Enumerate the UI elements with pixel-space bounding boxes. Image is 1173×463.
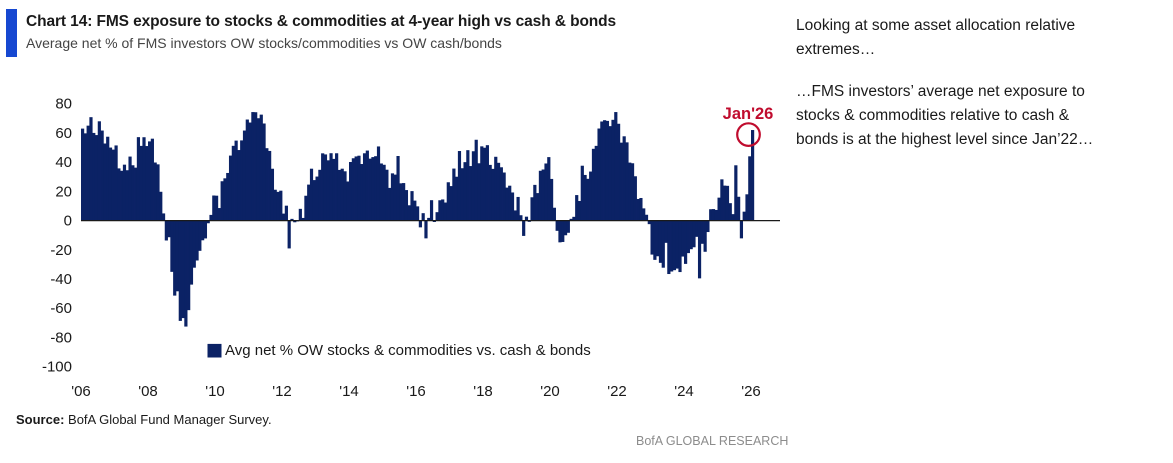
svg-text:-40: -40: [50, 271, 72, 288]
svg-text:'18: '18: [473, 383, 493, 400]
svg-text:80: 80: [55, 96, 72, 113]
svg-text:'08: '08: [138, 383, 158, 400]
svg-text:'12: '12: [272, 383, 292, 400]
svg-text:0: 0: [64, 213, 72, 230]
svg-text:'26: '26: [741, 383, 761, 400]
svg-text:'24: '24: [674, 383, 694, 400]
svg-text:'10: '10: [205, 383, 225, 400]
svg-text:-80: -80: [50, 330, 72, 347]
svg-text:20: 20: [55, 183, 72, 200]
svg-text:Avg net % OW stocks & commodit: Avg net % OW stocks & commodities vs. ca…: [225, 342, 591, 359]
svg-text:'22: '22: [607, 383, 627, 400]
svg-text:-100: -100: [42, 359, 72, 376]
svg-text:'14: '14: [339, 383, 359, 400]
svg-text:Jan'26: Jan'26: [723, 105, 774, 123]
svg-text:'20: '20: [540, 383, 560, 400]
svg-text:'06: '06: [71, 383, 91, 400]
svg-text:40: 40: [55, 154, 72, 171]
svg-text:'16: '16: [406, 383, 426, 400]
svg-text:-20: -20: [50, 242, 72, 259]
svg-text:-60: -60: [50, 300, 72, 317]
svg-text:60: 60: [55, 125, 72, 142]
